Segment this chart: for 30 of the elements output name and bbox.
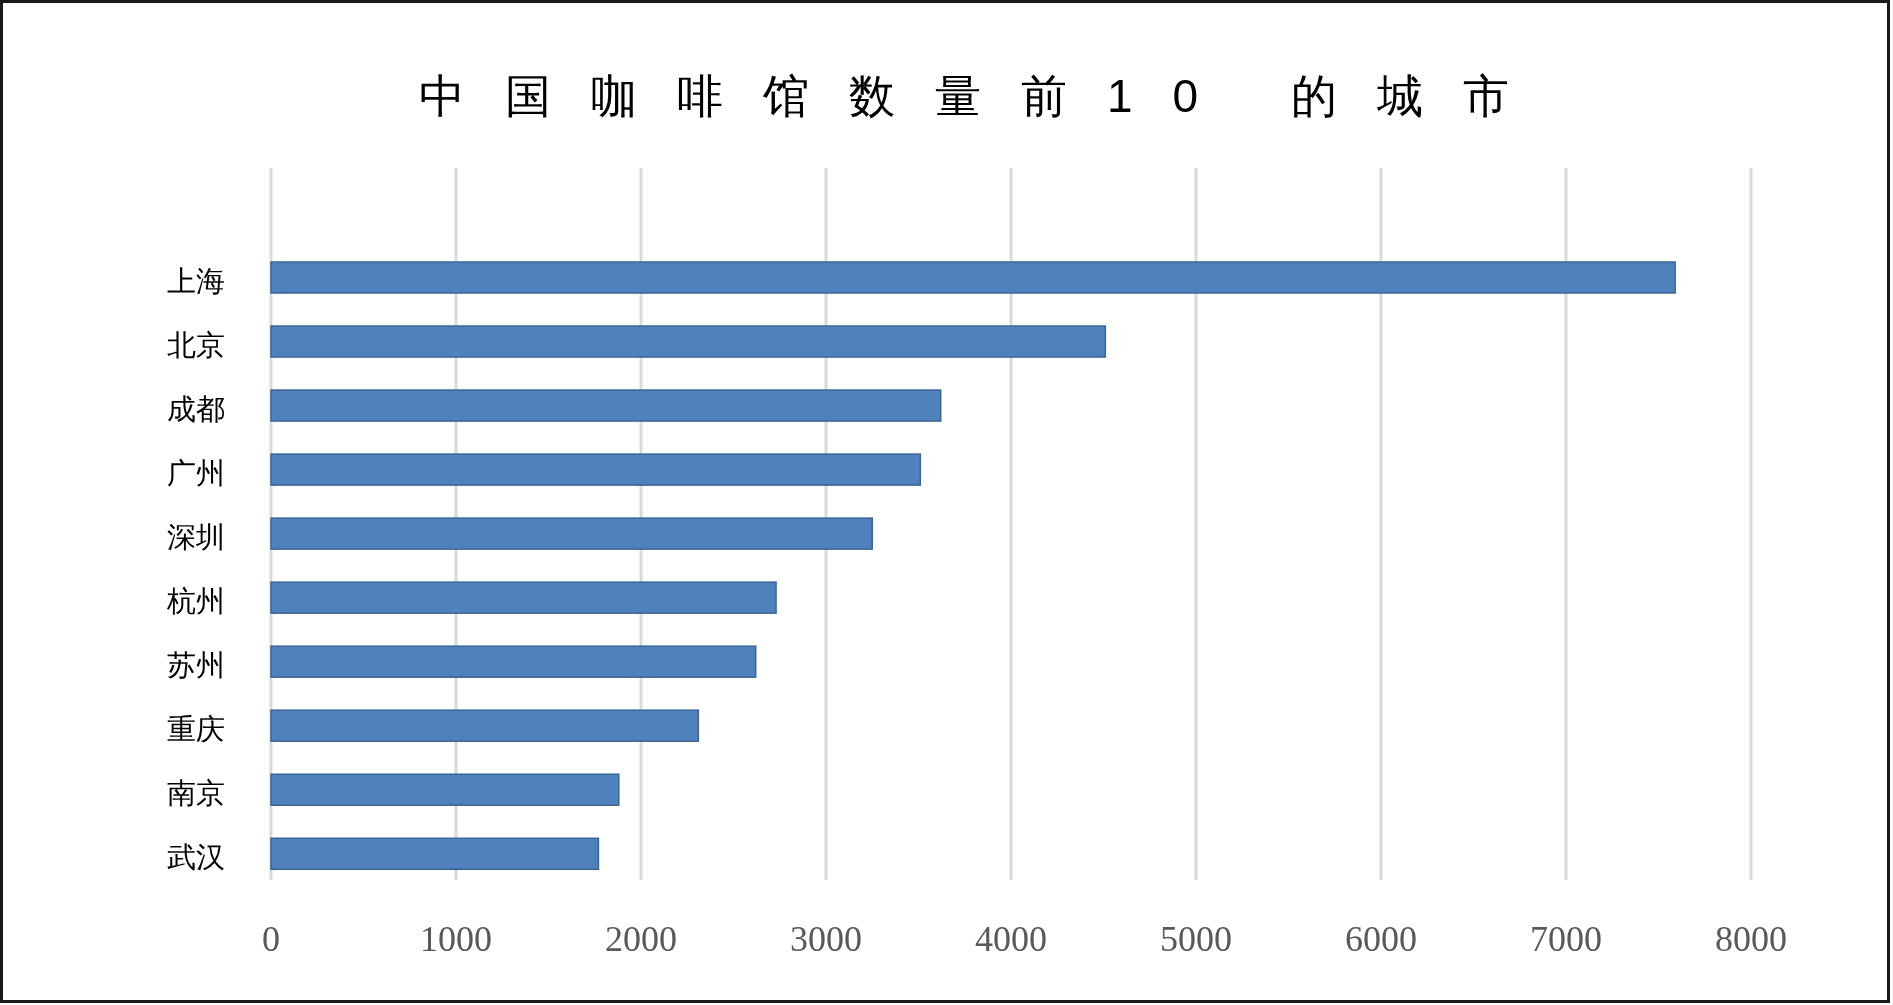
bar [270,389,942,422]
bar [270,517,873,550]
x-tick-label: 2000 [605,919,677,959]
y-tick-label: 杭州 [166,584,225,617]
x-tick-label: 8000 [1715,919,1787,959]
y-tick-label: 北京 [167,328,225,361]
bar [270,581,777,614]
x-tick-label: 7000 [1530,919,1602,959]
bar [270,773,620,806]
x-tick-label: 1000 [420,919,492,959]
y-tick-label: 成都 [167,392,225,425]
bar [270,645,757,678]
x-tick-label: 0 [262,919,280,959]
y-tick-label: 南京 [167,776,225,809]
bar [270,325,1107,358]
chart-title: 中国咖啡馆数量前10 的城市 [419,70,1549,122]
bar [270,837,600,871]
y-tick-label: 苏州 [167,648,225,681]
x-tick-label: 4000 [975,919,1047,959]
y-tick-label: 重庆 [167,712,225,745]
x-tick-label: 5000 [1160,919,1232,959]
x-tick-label: 6000 [1345,919,1417,959]
y-tick-label: 上海 [167,264,225,297]
bar [270,453,922,486]
y-tick-label: 广州 [167,456,225,489]
y-tick-label: 武汉 [167,840,225,873]
bar [270,261,1676,294]
y-tick-label: 深圳 [167,520,225,553]
bar [270,709,700,742]
x-tick-label: 3000 [790,919,862,959]
